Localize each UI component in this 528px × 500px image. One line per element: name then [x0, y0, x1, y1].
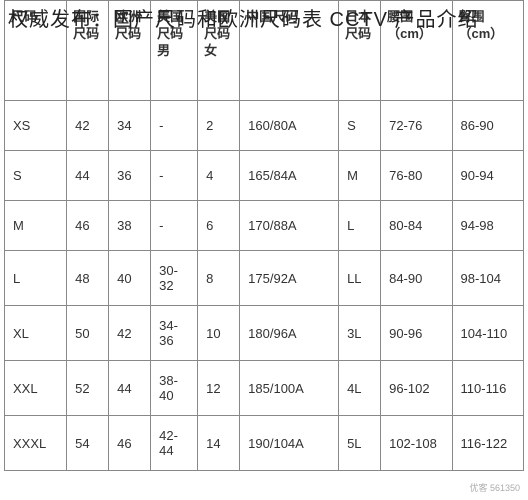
table-cell: XXXL — [5, 416, 67, 471]
table-cell: 4 — [198, 151, 240, 201]
table-row: XXXL544642-4414190/104A5L102-108116-122 — [5, 416, 524, 471]
table-cell: XS — [5, 101, 67, 151]
table-cell: 42-44 — [151, 416, 198, 471]
table-cell: 116-122 — [452, 416, 523, 471]
table-cell: L — [5, 251, 67, 306]
table-cell: 185/100A — [240, 361, 339, 416]
table-cell: S — [339, 101, 381, 151]
table-cell: - — [151, 201, 198, 251]
table-cell: 170/88A — [240, 201, 339, 251]
table-cell: 38 — [109, 201, 151, 251]
table-row: XS4234-2160/80AS72-7686-90 — [5, 101, 524, 151]
table-cell: 12 — [198, 361, 240, 416]
table-cell: 40 — [109, 251, 151, 306]
table-row: XXL524438-4012185/100A4L96-102110-116 — [5, 361, 524, 416]
size-table: 尺码 国际尺码 欧洲尺码 美国尺码男 美国尺码女 中国尺码 日本尺码 腰围（cm… — [4, 0, 524, 471]
table-cell: 3L — [339, 306, 381, 361]
table-cell: 36 — [109, 151, 151, 201]
table-cell: 180/96A — [240, 306, 339, 361]
table-cell: 84-90 — [381, 251, 452, 306]
watermark: 优客 561350 — [469, 481, 520, 494]
page-title: 权威发布：国产尺码和欧洲尺码表 CCTV 产品介绍 — [8, 6, 479, 34]
table-cell: XXL — [5, 361, 67, 416]
table-cell: 80-84 — [381, 201, 452, 251]
table-cell: - — [151, 151, 198, 201]
table-cell: 98-104 — [452, 251, 523, 306]
table-cell: 190/104A — [240, 416, 339, 471]
table-cell: 72-76 — [381, 101, 452, 151]
table-cell: 4L — [339, 361, 381, 416]
table-cell: 54 — [67, 416, 109, 471]
table-cell: 160/80A — [240, 101, 339, 151]
table-cell: 44 — [67, 151, 109, 201]
table-cell: 165/84A — [240, 151, 339, 201]
table-cell: 10 — [198, 306, 240, 361]
table-cell: 34-36 — [151, 306, 198, 361]
table-cell: 14 — [198, 416, 240, 471]
table-cell: 102-108 — [381, 416, 452, 471]
table-cell: 38-40 — [151, 361, 198, 416]
table-cell: 42 — [67, 101, 109, 151]
table-cell: 90-94 — [452, 151, 523, 201]
table-cell: 44 — [109, 361, 151, 416]
size-table-container: 尺码 国际尺码 欧洲尺码 美国尺码男 美国尺码女 中国尺码 日本尺码 腰围（cm… — [0, 0, 528, 471]
table-row: S4436-4165/84AM76-8090-94 — [5, 151, 524, 201]
table-cell: XL — [5, 306, 67, 361]
table-cell: 34 — [109, 101, 151, 151]
table-cell: 2 — [198, 101, 240, 151]
table-cell: 52 — [67, 361, 109, 416]
table-row: L484030-328175/92ALL84-9098-104 — [5, 251, 524, 306]
table-cell: S — [5, 151, 67, 201]
table-cell: L — [339, 201, 381, 251]
table-row: XL504234-3610180/96A3L90-96104-110 — [5, 306, 524, 361]
table-cell: 175/92A — [240, 251, 339, 306]
table-cell: 46 — [109, 416, 151, 471]
table-row: M4638-6170/88AL80-8494-98 — [5, 201, 524, 251]
table-cell: M — [339, 151, 381, 201]
table-cell: 48 — [67, 251, 109, 306]
table-cell: 110-116 — [452, 361, 523, 416]
table-cell: 5L — [339, 416, 381, 471]
table-cell: 46 — [67, 201, 109, 251]
table-cell: 104-110 — [452, 306, 523, 361]
table-cell: 86-90 — [452, 101, 523, 151]
table-cell: LL — [339, 251, 381, 306]
table-cell: 6 — [198, 201, 240, 251]
table-cell: 90-96 — [381, 306, 452, 361]
table-cell: - — [151, 101, 198, 151]
table-cell: M — [5, 201, 67, 251]
table-cell: 76-80 — [381, 151, 452, 201]
table-cell: 30-32 — [151, 251, 198, 306]
table-cell: 8 — [198, 251, 240, 306]
table-cell: 42 — [109, 306, 151, 361]
table-cell: 96-102 — [381, 361, 452, 416]
table-cell: 94-98 — [452, 201, 523, 251]
table-cell: 50 — [67, 306, 109, 361]
table-body: XS4234-2160/80AS72-7686-90S4436-4165/84A… — [5, 101, 524, 471]
